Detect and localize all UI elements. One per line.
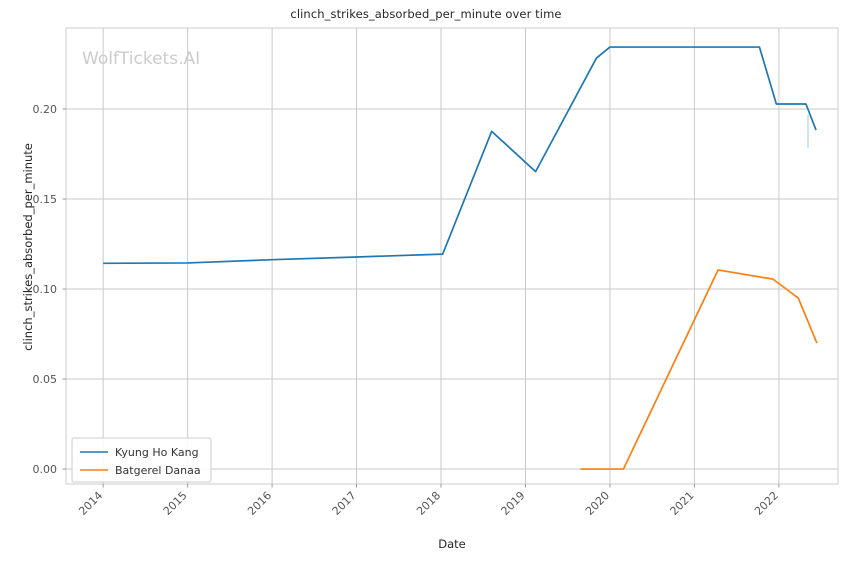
watermark-text: WolfTickets.AI xyxy=(82,49,200,69)
x-axis-label: Date xyxy=(438,537,466,551)
legend[interactable]: Kyung Ho Kang Batgerel Danaa xyxy=(71,437,212,483)
x-tick-label: 2017 xyxy=(330,489,359,518)
x-tick-label: 2022 xyxy=(752,489,781,518)
legend-entry-0[interactable]: Kyung Ho Kang xyxy=(80,446,199,459)
y-tick-label: 0.00 xyxy=(33,463,58,476)
x-tick-label: 2019 xyxy=(499,489,528,518)
series-line-0 xyxy=(103,46,817,265)
x-tick-label: 2015 xyxy=(161,489,190,518)
legend-entry-1[interactable]: Batgerel Danaa xyxy=(80,464,201,477)
x-tick-label: 2020 xyxy=(583,489,612,518)
plot-area-border xyxy=(65,27,839,485)
y-tick-labels: 0.00 0.05 0.10 0.15 0.20 xyxy=(33,103,66,476)
x-tick-label: 2018 xyxy=(414,489,443,518)
x-tick-label: 2016 xyxy=(245,489,274,518)
x-gridlines xyxy=(102,28,780,484)
legend-label: Kyung Ho Kang xyxy=(115,446,199,459)
x-tick-label: 2021 xyxy=(668,489,697,518)
data-series-lines xyxy=(103,46,818,470)
plot-background xyxy=(65,27,839,485)
y-tick-label: 0.10 xyxy=(33,283,58,296)
series-line-1 xyxy=(580,269,818,470)
y-tick-label: 0.15 xyxy=(33,193,58,206)
legend-label: Batgerel Danaa xyxy=(115,464,201,477)
x-tick-label: 2014 xyxy=(76,489,105,518)
chart-title: clinch_strikes_absorbed_per_minute over … xyxy=(290,7,562,21)
y-tick-label: 0.20 xyxy=(33,103,58,116)
y-tick-label: 0.05 xyxy=(33,373,58,386)
x-tick-labels: 2014 2015 2016 2017 2018 2019 2020 2021 2022 xyxy=(76,484,781,518)
legend-box xyxy=(71,437,212,483)
